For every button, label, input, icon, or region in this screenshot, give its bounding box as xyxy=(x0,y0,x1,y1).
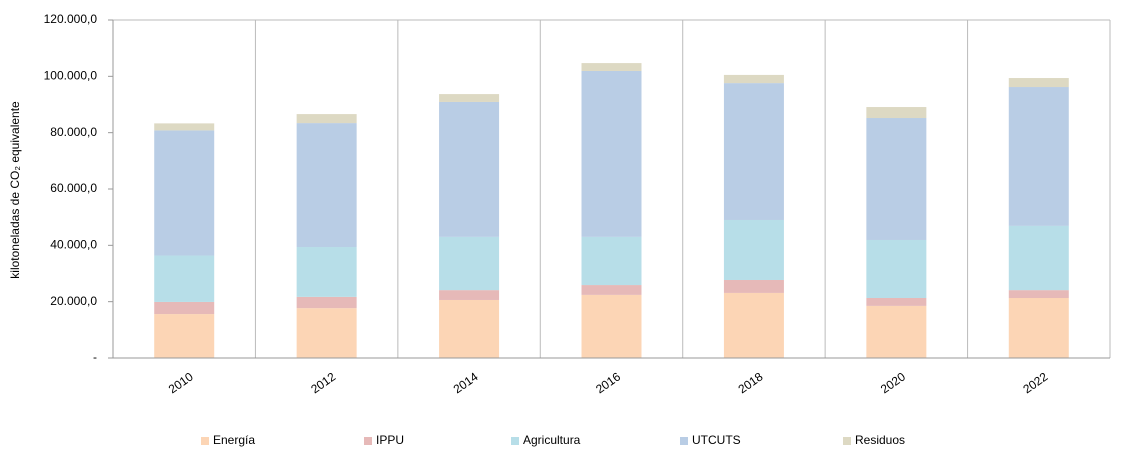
legend-label: Agricultura xyxy=(523,433,581,447)
bar-segment xyxy=(1008,298,1069,358)
bar-segment xyxy=(581,63,642,71)
bar-segment xyxy=(296,123,357,248)
bar-segment xyxy=(1008,78,1069,88)
bar-segment xyxy=(154,130,215,256)
legend-label: Energía xyxy=(213,433,255,447)
bar-segment xyxy=(581,294,642,358)
bar-segment xyxy=(439,236,500,291)
legend-swatch xyxy=(843,437,851,445)
legend-swatch xyxy=(680,437,688,445)
bar-segment xyxy=(866,107,927,119)
bar-segment xyxy=(296,308,357,358)
bar-segment xyxy=(154,314,215,358)
bar-segment xyxy=(439,101,500,237)
bar-segment xyxy=(154,255,215,302)
x-tick-label: 2014 xyxy=(451,369,481,396)
x-tick-label: 2010 xyxy=(166,369,196,396)
bar-segment xyxy=(723,219,784,280)
bar-segment xyxy=(866,298,927,306)
bar-segment xyxy=(866,305,927,358)
bar-segment xyxy=(1008,290,1069,299)
bar-segment xyxy=(439,94,500,102)
bar-segment xyxy=(723,74,784,84)
bar-segment xyxy=(581,236,642,286)
bar-segment xyxy=(1008,225,1069,291)
y-axis-label: kilotoneladas de CO₂ equivalente xyxy=(8,101,22,279)
bar-segment xyxy=(723,292,784,358)
bar-segment xyxy=(154,123,215,131)
legend-swatch xyxy=(511,437,519,445)
bar-segment xyxy=(866,118,927,240)
bar-segment xyxy=(581,285,642,295)
legend-label: IPPU xyxy=(376,433,404,447)
x-tick-label: 2022 xyxy=(1020,369,1050,396)
y-tick-label: 60.000,0 xyxy=(50,181,97,195)
x-tick-label: 2018 xyxy=(736,369,766,396)
y-tick-label: 80.000,0 xyxy=(50,125,97,139)
bar-segment xyxy=(154,301,215,315)
legend-label: Residuos xyxy=(855,433,905,447)
x-tick-label: 2012 xyxy=(308,369,338,396)
bar-segment xyxy=(723,83,784,220)
y-tick-label: 20.000,0 xyxy=(50,294,97,308)
y-tick-label: 120.000,0 xyxy=(44,12,98,26)
bar-segment xyxy=(866,239,927,299)
legend-swatch xyxy=(201,437,209,445)
bar-segment xyxy=(723,279,784,293)
legend-label: UTCUTS xyxy=(692,433,741,447)
bar-segment xyxy=(1008,87,1069,226)
bar-segment xyxy=(439,299,500,358)
legend-swatch xyxy=(364,437,372,445)
bar-segment xyxy=(296,114,357,124)
y-tick-label: 40.000,0 xyxy=(50,238,97,252)
bar-segment xyxy=(296,296,357,309)
bar-segment xyxy=(581,70,642,237)
x-tick-label: 2016 xyxy=(593,369,623,396)
bar-segment xyxy=(439,290,500,300)
x-tick-label: 2020 xyxy=(878,369,908,396)
y-tick-label: - xyxy=(93,350,97,364)
bar-segment xyxy=(296,247,357,297)
y-tick-label: 100.000,0 xyxy=(44,69,98,83)
